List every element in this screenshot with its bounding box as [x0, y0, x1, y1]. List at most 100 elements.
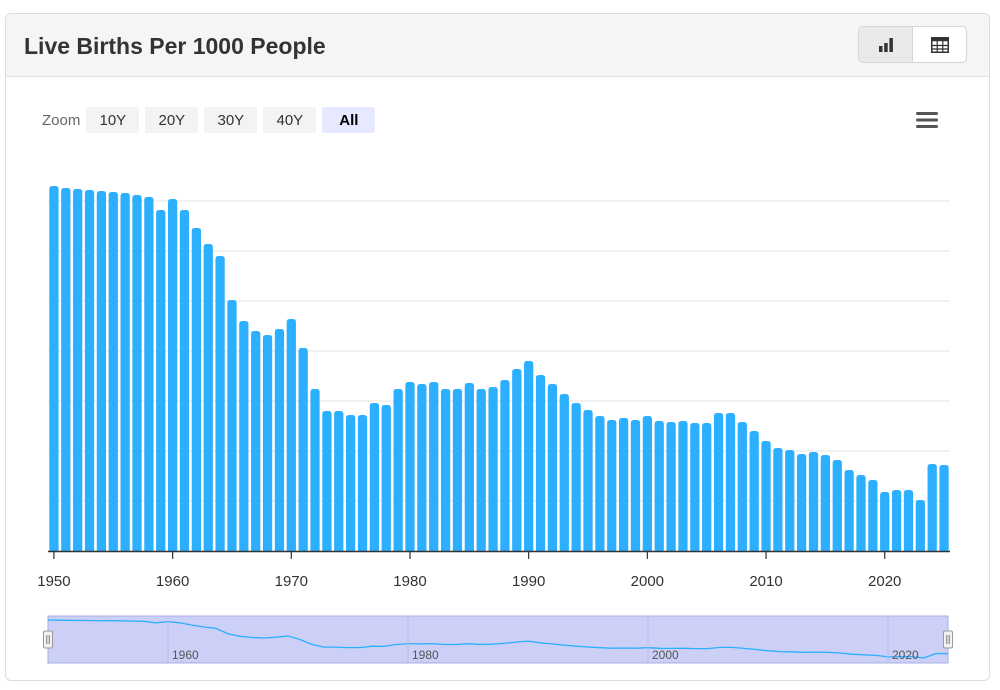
bar-1993: [559, 394, 569, 551]
zoom-controls: Zoom 10Y 20Y 30Y 40Y All: [42, 107, 381, 133]
bar-1981: [417, 384, 427, 551]
bar-2006: [713, 413, 724, 551]
bar-1969: [274, 329, 285, 551]
table-icon: [930, 36, 949, 53]
bar-1990: [524, 361, 534, 551]
x-tick-label: 1950: [37, 573, 70, 590]
bar-1960: [167, 199, 178, 551]
bar-2025: [939, 465, 949, 551]
bar-1976: [357, 415, 368, 551]
bar-1959: [156, 210, 166, 551]
bar-2014: [808, 452, 819, 551]
bar-2005: [702, 423, 712, 551]
x-axis: 1950 1960 1970 1980 1990 2000 2010 2020: [37, 550, 950, 590]
chart-view-button[interactable]: [859, 27, 913, 62]
bar-1988: [500, 380, 510, 551]
bar-1979: [393, 389, 403, 551]
bar-2004: [690, 423, 700, 551]
bar-1995: [583, 410, 593, 551]
bar-2016: [832, 460, 842, 551]
zoom-10y-button[interactable]: 10Y: [86, 107, 140, 133]
bar-2003: [678, 421, 688, 551]
zoom-all-button[interactable]: All: [322, 107, 376, 133]
bar-1953: [84, 190, 95, 551]
bar-1956: [120, 193, 130, 551]
bar-1997: [607, 420, 617, 551]
bar-1967: [251, 331, 261, 551]
bar-1977: [369, 403, 380, 551]
bar-2001: [654, 421, 664, 551]
bar-1955: [108, 192, 118, 551]
bar-chart-icon: [878, 37, 893, 52]
bar-1992: [547, 384, 558, 551]
view-toggle: [858, 26, 967, 63]
bar-1950: [49, 186, 59, 551]
navigator-left-handle[interactable]: [43, 630, 53, 649]
navigator-tick-label: 1960: [172, 648, 199, 662]
x-tick-label: 1990: [512, 573, 545, 590]
bar-1961: [179, 210, 190, 551]
zoom-30y-button[interactable]: 30Y: [204, 107, 258, 133]
zoom-40y-button[interactable]: 40Y: [263, 107, 317, 133]
bar-1987: [488, 387, 498, 551]
bar-2015: [820, 455, 831, 551]
navigator-tick-label: 1980: [412, 648, 439, 662]
bar-1985: [464, 383, 474, 551]
x-tick-label: 2010: [749, 573, 782, 590]
x-tick-label: 1960: [156, 573, 189, 590]
bar-2008: [737, 422, 747, 551]
bar-2011: [773, 448, 783, 551]
bar-2020: [880, 492, 890, 551]
bar-2021: [891, 490, 902, 551]
bar-2007: [725, 413, 736, 551]
bar-2023: [915, 500, 925, 551]
bar-1968: [262, 335, 273, 551]
bar-1972: [310, 389, 320, 551]
bar-1962: [191, 228, 201, 551]
page-title: Live Births Per 1000 People: [24, 33, 326, 59]
bar-1978: [381, 405, 391, 551]
bar-2017: [844, 470, 854, 551]
navigator-series-line: [47, 619, 949, 659]
bar-1974: [334, 411, 344, 551]
bar-1973: [322, 411, 332, 551]
bar-1952: [73, 189, 83, 551]
bar-1965: [227, 300, 237, 551]
zoom-label: Zoom: [42, 111, 81, 129]
navigator-tick-label: 2000: [652, 648, 679, 662]
x-tick-label: 1980: [393, 573, 426, 590]
bar-1957: [132, 195, 142, 551]
x-tick-label: 2000: [631, 573, 664, 590]
bar-1982: [429, 382, 439, 551]
bar-1975: [346, 415, 356, 551]
card-header: Live Births Per 1000 People: [6, 14, 989, 77]
bar-2018: [856, 475, 866, 551]
hamburger-menu-icon[interactable]: [916, 111, 938, 129]
bar-1971: [298, 348, 308, 551]
bar-1996: [595, 416, 605, 551]
bar-2022: [903, 490, 914, 551]
bar-1994: [571, 403, 581, 551]
table-view-button[interactable]: [913, 27, 966, 62]
bar-1998: [618, 418, 629, 551]
bar-1991: [535, 375, 546, 551]
bar-1986: [476, 389, 486, 551]
bar-1963: [203, 244, 213, 551]
bar-2010: [761, 441, 771, 551]
bar-1983: [440, 389, 451, 551]
bar-1958: [144, 197, 154, 551]
bar-1954: [96, 191, 107, 551]
navigator-right-handle[interactable]: [943, 630, 953, 649]
bar-1951: [61, 188, 71, 551]
bar-1980: [405, 382, 415, 551]
chart-bars: [49, 186, 949, 551]
bar-1970: [286, 319, 296, 551]
navigator[interactable]: 1960 1980 2000 2020: [43, 615, 953, 664]
bar-2019: [868, 480, 878, 551]
bar-2024: [927, 464, 937, 551]
bar-2013: [797, 454, 807, 551]
navigator-tick-label: 2020: [892, 648, 919, 662]
zoom-20y-button[interactable]: 20Y: [145, 107, 199, 133]
bar-1989: [512, 369, 522, 551]
